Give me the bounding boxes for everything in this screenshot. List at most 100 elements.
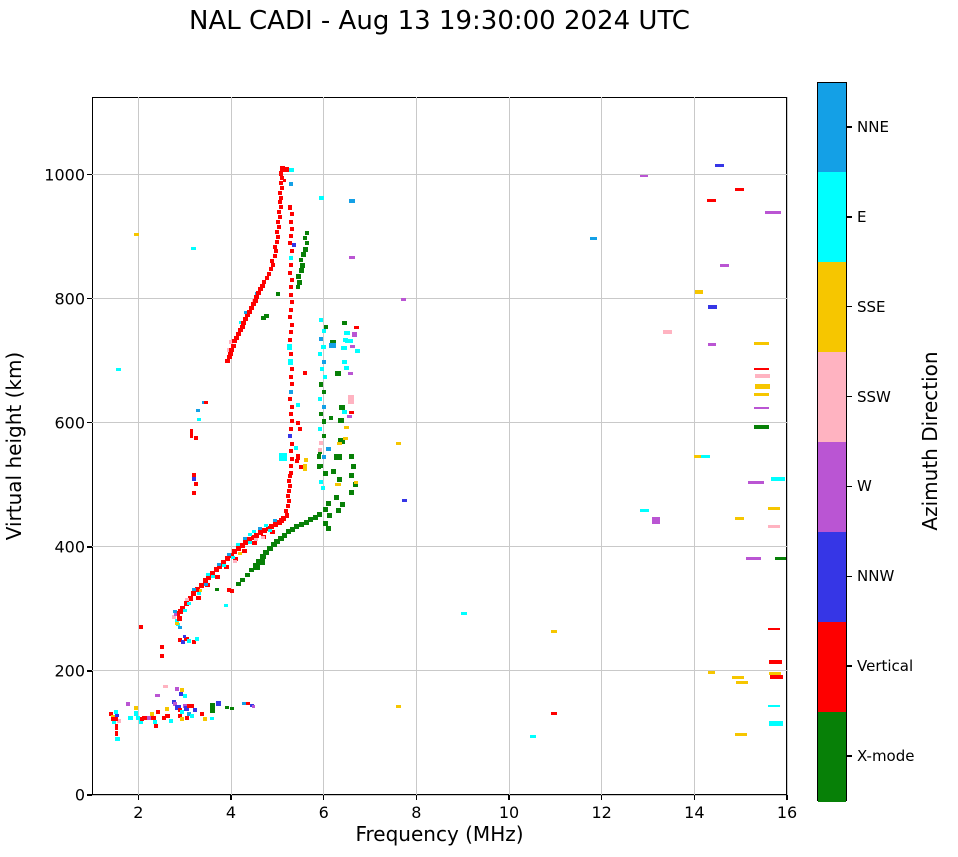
data-point xyxy=(191,473,196,478)
data-point xyxy=(111,717,119,722)
data-point xyxy=(168,718,173,723)
data-point xyxy=(461,611,468,615)
data-point xyxy=(199,588,203,592)
data-point xyxy=(342,321,348,326)
data-point xyxy=(323,507,329,513)
data-point xyxy=(204,400,209,404)
data-point xyxy=(396,442,402,446)
data-point xyxy=(176,615,182,621)
data-point xyxy=(319,464,324,469)
data-point xyxy=(303,464,308,469)
data-point xyxy=(194,481,199,486)
data-point xyxy=(319,412,324,417)
data-point xyxy=(161,716,166,721)
data-point xyxy=(251,541,257,546)
data-point xyxy=(331,468,337,474)
data-point xyxy=(287,358,293,365)
data-point xyxy=(146,716,151,721)
data-point xyxy=(195,637,200,642)
data-point xyxy=(290,278,295,283)
gridline xyxy=(508,97,510,795)
data-point xyxy=(288,412,293,417)
data-point xyxy=(288,434,293,439)
data-point xyxy=(115,736,121,741)
data-point xyxy=(183,635,187,639)
data-point xyxy=(254,532,260,538)
data-point xyxy=(250,302,256,307)
data-point xyxy=(190,429,194,436)
data-point xyxy=(209,571,215,576)
data-point xyxy=(174,622,179,626)
data-point xyxy=(272,254,277,259)
data-point xyxy=(317,463,322,469)
x-tick xyxy=(230,795,232,800)
y-tick xyxy=(87,297,92,300)
gridline xyxy=(786,97,788,795)
data-point xyxy=(747,481,764,485)
data-point xyxy=(352,482,358,488)
data-point xyxy=(288,241,293,246)
data-point xyxy=(223,564,229,569)
data-point xyxy=(196,418,201,422)
data-point xyxy=(198,582,204,588)
data-point xyxy=(241,701,246,705)
data-point xyxy=(298,521,304,527)
data-point xyxy=(708,343,717,347)
data-point xyxy=(235,332,241,336)
y-axis-label: Virtual height (km) xyxy=(2,351,26,541)
colorbar-tick-label: NNE xyxy=(857,117,889,136)
data-point xyxy=(190,246,196,250)
data-point xyxy=(115,714,120,718)
colorbar-segment xyxy=(818,352,846,443)
data-point xyxy=(134,233,140,237)
data-point xyxy=(278,215,283,220)
data-point xyxy=(202,578,208,584)
data-point xyxy=(241,320,247,325)
data-point xyxy=(222,563,227,567)
data-point xyxy=(334,370,341,376)
data-point xyxy=(336,508,342,514)
data-point xyxy=(351,463,357,469)
data-point xyxy=(273,244,278,249)
data-point xyxy=(210,708,216,714)
data-point xyxy=(295,285,300,290)
data-point xyxy=(289,285,294,290)
data-point xyxy=(269,258,274,263)
data-point xyxy=(288,449,293,454)
data-point xyxy=(150,716,156,721)
data-point xyxy=(351,334,357,338)
data-point xyxy=(294,524,300,530)
x-tick xyxy=(322,795,325,800)
data-point xyxy=(348,489,354,495)
data-point xyxy=(321,434,326,439)
data-point xyxy=(260,316,266,321)
data-point xyxy=(285,493,290,498)
data-point xyxy=(284,513,289,519)
data-point xyxy=(164,713,170,718)
data-point xyxy=(735,187,745,191)
data-point xyxy=(735,681,748,685)
data-point xyxy=(209,702,215,708)
colorbar-tick xyxy=(847,305,852,308)
data-point xyxy=(754,384,770,390)
x-tick xyxy=(600,795,603,800)
data-point xyxy=(159,654,164,659)
data-point xyxy=(321,454,326,459)
colorbar-tick xyxy=(847,216,852,218)
data-point xyxy=(318,352,323,357)
data-point xyxy=(162,684,168,688)
data-point xyxy=(308,517,314,523)
data-point xyxy=(180,717,185,722)
data-point xyxy=(184,716,189,721)
x-tick-label: 12 xyxy=(591,803,612,822)
data-point xyxy=(286,498,291,503)
data-point xyxy=(294,459,299,464)
data-point xyxy=(288,397,293,402)
data-point xyxy=(317,454,322,460)
data-point xyxy=(319,381,324,387)
data-point xyxy=(754,374,770,379)
gridline xyxy=(92,794,787,796)
data-point xyxy=(235,542,240,546)
data-point xyxy=(183,693,188,698)
data-point xyxy=(342,437,348,441)
